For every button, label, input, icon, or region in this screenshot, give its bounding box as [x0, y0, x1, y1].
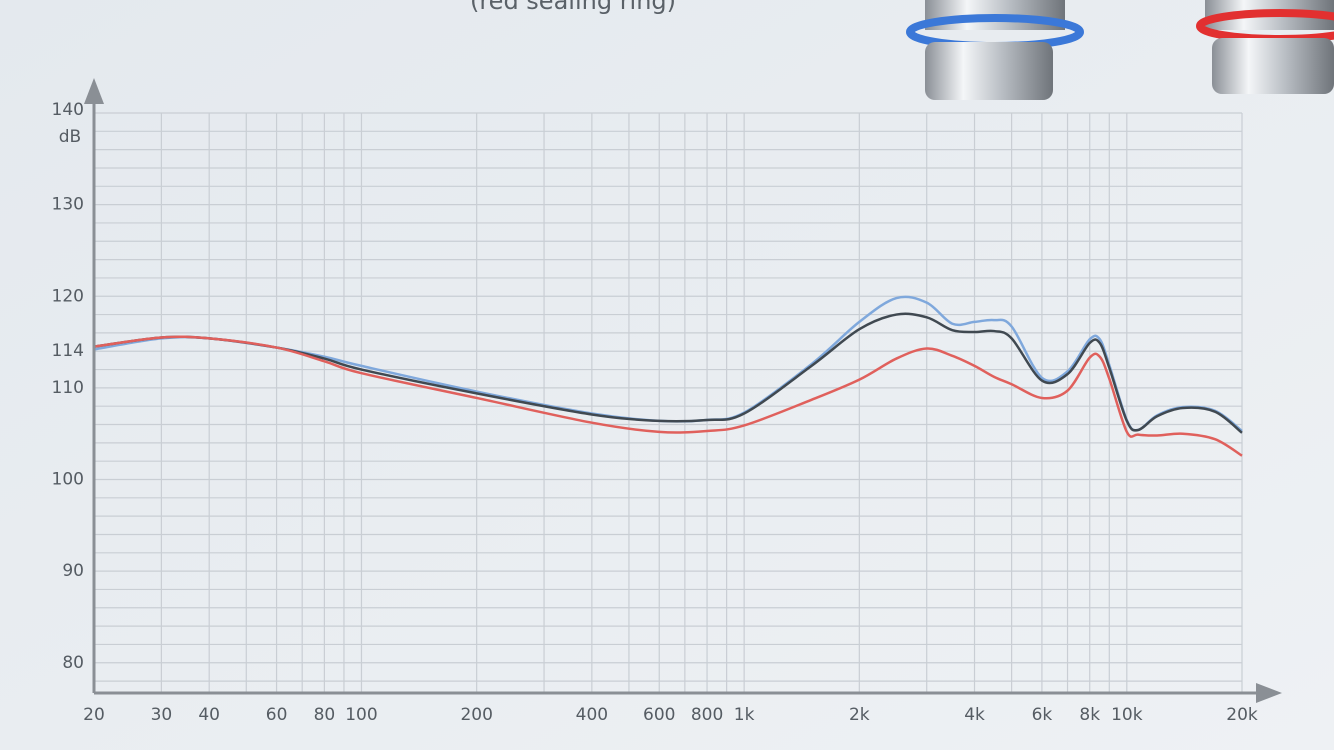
x-tick-label: 20k — [1226, 705, 1258, 725]
x-tick-label: 1k — [734, 705, 755, 725]
response-curve — [93, 335, 1243, 457]
y-tick-label: 80 — [62, 653, 84, 673]
x-tick-label: 800 — [691, 705, 723, 725]
x-tick-label: 100 — [345, 705, 377, 725]
x-tick-label: 4k — [964, 705, 985, 725]
x-tick-label: 8k — [1079, 705, 1100, 725]
y-tick-label: 90 — [62, 561, 84, 581]
axes — [84, 78, 1282, 703]
curves — [93, 295, 1243, 457]
y-tick-label: 120 — [52, 286, 84, 306]
x-tick-label: 200 — [460, 705, 492, 725]
nozzle-blue — [906, 0, 1084, 100]
y-tick-label: 110 — [52, 378, 84, 398]
y-tick-label: 100 — [52, 470, 84, 490]
x-tick-label: 80 — [314, 705, 336, 725]
x-tick-label: 400 — [576, 705, 608, 725]
response-curve — [93, 312, 1243, 434]
y-tick-label: 140 — [52, 100, 84, 120]
y-tick-label: 130 — [52, 195, 84, 215]
x-tick-label: 40 — [198, 705, 220, 725]
subtitle: (red sealing ring) — [470, 0, 676, 15]
nozzle-red — [1196, 0, 1334, 94]
x-tick-label: 10k — [1111, 705, 1143, 725]
x-tick-label: 6k — [1032, 705, 1053, 725]
x-tick-label: 30 — [151, 705, 173, 725]
x-tick-label: 600 — [643, 705, 675, 725]
y-axis-label: dB — [59, 127, 81, 147]
tick-labels: 20 30 40 60 80 100 200 400 600 800 1k 2k 4k 6k 8k 10k 20… — [52, 100, 1258, 725]
y-tick-label: 114 — [52, 341, 84, 361]
x-tick-label: 20 — [83, 705, 105, 725]
x-tick-label: 60 — [266, 705, 288, 725]
x-tick-label: 2k — [849, 705, 870, 725]
